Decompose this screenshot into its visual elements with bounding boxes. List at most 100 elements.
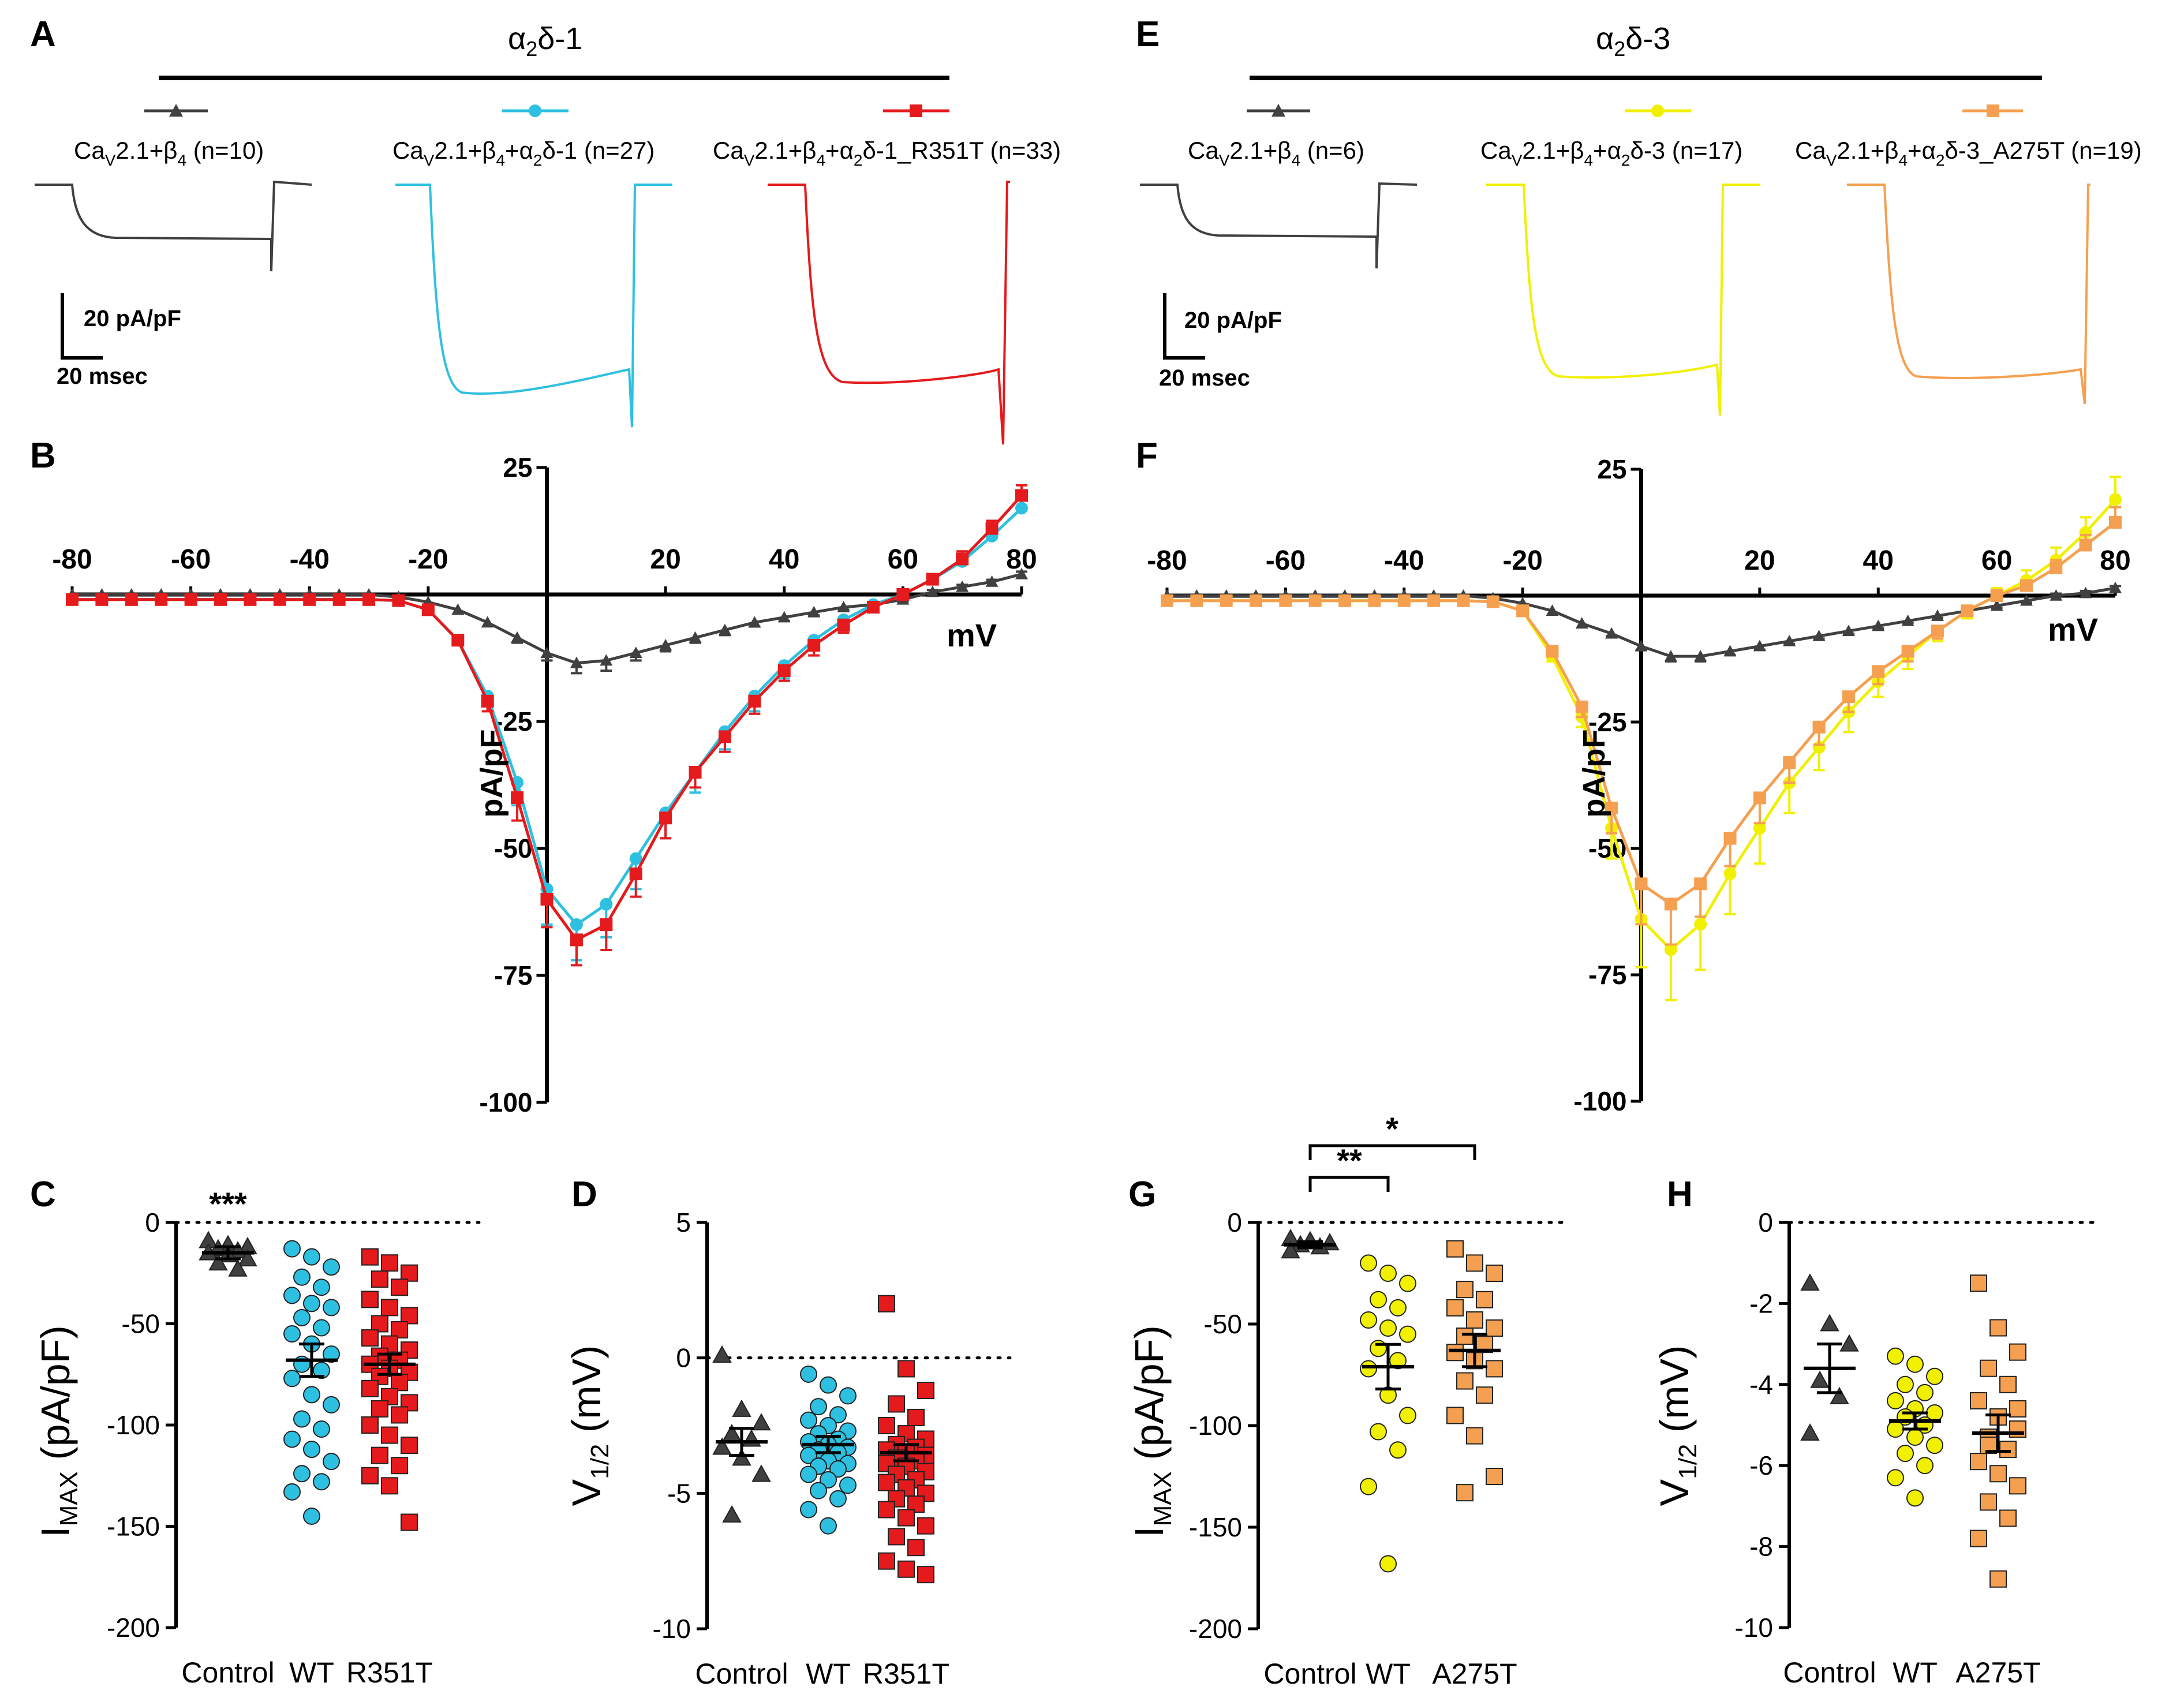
data-point bbox=[125, 593, 138, 606]
x-tick-label: 20 bbox=[1744, 545, 1775, 576]
legend-mut-right: CaV2.1+β4+α2δ-3_A275T (n=19) bbox=[1795, 104, 2142, 169]
data-point bbox=[2109, 493, 2122, 506]
data-point bbox=[1916, 1383, 1934, 1401]
data-point bbox=[1897, 1445, 1914, 1463]
ylabel-h: V1/2 (mV) bbox=[1652, 1345, 1702, 1506]
data-point bbox=[1990, 589, 2003, 602]
y-tick-label: -100 bbox=[1189, 1411, 1242, 1441]
panel-letter-e: E bbox=[1136, 14, 1160, 54]
data-point bbox=[381, 1254, 398, 1272]
data-point bbox=[1360, 1254, 1377, 1272]
data-point bbox=[751, 1464, 771, 1482]
data-point bbox=[361, 1467, 379, 1484]
data-point bbox=[1664, 943, 1677, 956]
category-label: R351T bbox=[863, 1658, 949, 1690]
data-point bbox=[1970, 1392, 1987, 1409]
data-point bbox=[361, 1291, 379, 1308]
data-point bbox=[1906, 1489, 1924, 1507]
y-tick-label: -2 bbox=[1749, 1288, 1773, 1318]
category-label: WT bbox=[289, 1656, 334, 1689]
y-tick-label: -200 bbox=[1189, 1614, 1242, 1644]
data-point bbox=[777, 611, 791, 623]
data-point bbox=[839, 1476, 857, 1494]
data-point bbox=[1901, 645, 1914, 658]
data-point bbox=[878, 1552, 895, 1570]
ylabel-c: IMAX (pA/pF) bbox=[33, 1325, 83, 1538]
data-point bbox=[926, 585, 939, 597]
data-point bbox=[1397, 594, 1411, 607]
category-label: WT bbox=[806, 1658, 851, 1690]
sig-bracket-g-2 bbox=[1308, 1144, 1476, 1160]
group-r351t bbox=[878, 1295, 934, 1584]
x-tick-label: -60 bbox=[1266, 545, 1306, 576]
data-point bbox=[361, 1379, 379, 1397]
data-point bbox=[313, 1278, 330, 1296]
data-point bbox=[956, 552, 969, 566]
data-point bbox=[878, 1417, 895, 1434]
data-point bbox=[917, 1484, 934, 1502]
scale-y-right: 20 pA/pF bbox=[1184, 308, 1282, 333]
scatter-plot-g: 0 -50 -100 -150 -200 Control WT A275T bbox=[1189, 1207, 1566, 1690]
data-point bbox=[293, 1268, 311, 1286]
data-point bbox=[629, 646, 642, 658]
data-point bbox=[807, 639, 821, 652]
series-mut3 bbox=[1161, 506, 2122, 946]
x-tick-label: 40 bbox=[1863, 545, 1894, 576]
panel-letter-f: F bbox=[1136, 436, 1158, 476]
y-tick-label: -50 bbox=[1204, 1309, 1242, 1339]
group-wt bbox=[1360, 1254, 1416, 1573]
trace-control-right bbox=[1140, 182, 1418, 269]
data-point bbox=[1370, 1291, 1387, 1308]
panel-letter-a: A bbox=[30, 14, 56, 54]
group-control bbox=[712, 1345, 771, 1523]
data-point bbox=[381, 1477, 398, 1495]
data-point bbox=[1446, 1240, 1464, 1258]
y-tick-label: -100 bbox=[107, 1410, 160, 1440]
svg-text:CaV2.1+β4+α2δ-3_A275T (n=19): CaV2.1+β4+α2δ-3_A275T (n=19) bbox=[1795, 137, 2142, 169]
data-point bbox=[907, 1539, 925, 1557]
data-point bbox=[1800, 1273, 1820, 1291]
data-point bbox=[1906, 1355, 1924, 1373]
data-point bbox=[1926, 1367, 1943, 1385]
data-point bbox=[1486, 595, 1499, 608]
data-point bbox=[1839, 1334, 1859, 1352]
legend-mut-left: CaV2.1+β4+α2δ-1_R351T (n=33) bbox=[713, 104, 1061, 169]
legend-control-left: CaV2.1+β4 (n=10) bbox=[74, 104, 264, 169]
data-point bbox=[1723, 867, 1737, 880]
y-tick-label: -100 bbox=[1573, 1086, 1626, 1116]
group-control bbox=[199, 1231, 257, 1277]
legend-marker-square bbox=[910, 104, 922, 117]
data-point bbox=[689, 766, 702, 779]
data-point bbox=[1872, 665, 1885, 678]
x-tick-label: 60 bbox=[1981, 545, 2012, 576]
data-point bbox=[1379, 1265, 1397, 1282]
data-point bbox=[2009, 1400, 2026, 1418]
series-mut1 bbox=[66, 484, 1028, 967]
data-point bbox=[878, 1501, 895, 1519]
panel-letter-d: D bbox=[571, 1175, 597, 1214]
data-point bbox=[283, 1483, 301, 1501]
group-control bbox=[1800, 1273, 1859, 1441]
data-point bbox=[1015, 567, 1028, 579]
data-point bbox=[1723, 645, 1737, 657]
data-point bbox=[1901, 614, 1914, 626]
data-point bbox=[421, 603, 435, 616]
x-tick-label: -60 bbox=[171, 544, 211, 575]
data-point bbox=[361, 1416, 379, 1434]
data-point bbox=[391, 1374, 408, 1392]
data-point bbox=[1906, 1429, 1924, 1446]
data-point bbox=[1575, 617, 1588, 629]
data-point bbox=[777, 664, 791, 677]
ylabel-g: IMAX (pA/pF) bbox=[1127, 1325, 1177, 1538]
y-tick-label: -150 bbox=[1189, 1512, 1242, 1542]
data-point bbox=[878, 1454, 895, 1472]
data-point bbox=[1887, 1392, 1904, 1409]
data-point bbox=[956, 580, 969, 592]
data-point bbox=[1389, 1299, 1407, 1317]
data-point bbox=[1887, 1347, 1904, 1365]
data-point bbox=[600, 898, 613, 911]
data-point bbox=[283, 1430, 301, 1448]
data-point bbox=[1753, 821, 1766, 835]
x-tick-label: -80 bbox=[52, 544, 92, 575]
data-point bbox=[718, 730, 731, 743]
